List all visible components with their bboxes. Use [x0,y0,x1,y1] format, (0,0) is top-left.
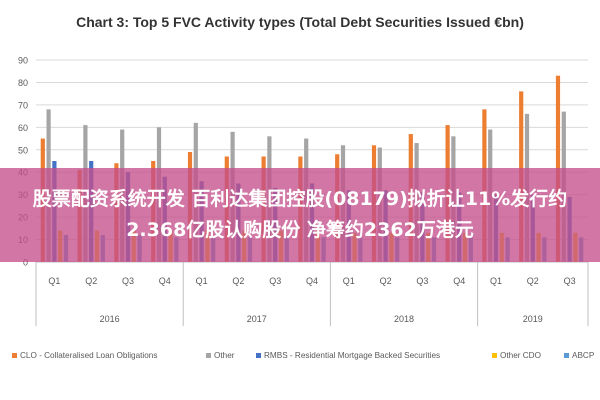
legend-swatch [206,353,211,358]
legend-swatch [12,353,17,358]
x-tick-label: Q4 [306,276,318,286]
x-tick-label: Q1 [490,276,502,286]
chart-title: Chart 3: Top 5 FVC Activity types (Total… [76,14,524,30]
overlay-banner: 股票配资系统开发 百利达集团控股(08179)拟折让11%发行约2.368亿股认… [0,168,600,262]
y-tick-label: 80 [18,78,28,88]
x-tick-label: Q3 [416,276,428,286]
x-tick-label: Q2 [232,276,244,286]
legend-label: Other CDO [500,351,541,360]
x-tick-label: Q4 [159,276,171,286]
x-tick-label: Q2 [380,276,392,286]
legend-label: ABCP [572,351,595,360]
x-tick-label: Q3 [269,276,281,286]
x-tick-label: Q3 [122,276,134,286]
x-tick-label: Q4 [453,276,465,286]
y-tick-label: 50 [18,145,28,155]
x-tick-label: Q2 [527,276,539,286]
legend-swatch [492,353,497,358]
x-tick-label: Q3 [564,276,576,286]
x-tick-label: Q1 [343,276,355,286]
group-label: 2018 [394,314,414,324]
y-tick-label: 90 [18,56,28,66]
banner-text: 股票配资系统开发 百利达集团控股(08179)拟折让11%发行约2.368亿股认… [32,188,568,241]
x-tick-label: Q1 [48,276,60,286]
y-tick-label: 0 [23,258,28,268]
x-tick-label: Q2 [85,276,97,286]
legend-label: RMBS - Residential Mortgage Backed Secur… [264,351,440,360]
y-tick-label: 70 [18,100,28,110]
x-tick-label: Q1 [196,276,208,286]
legend-label: CLO - Collateralised Loan Obligations [20,351,157,360]
legend-label: Other [214,351,235,360]
group-label: 2017 [247,314,267,324]
y-tick-label: 60 [18,123,28,133]
legend-swatch [256,353,261,358]
legend-swatch [564,353,569,358]
group-label: 2016 [100,314,120,324]
group-label: 2019 [523,314,543,324]
